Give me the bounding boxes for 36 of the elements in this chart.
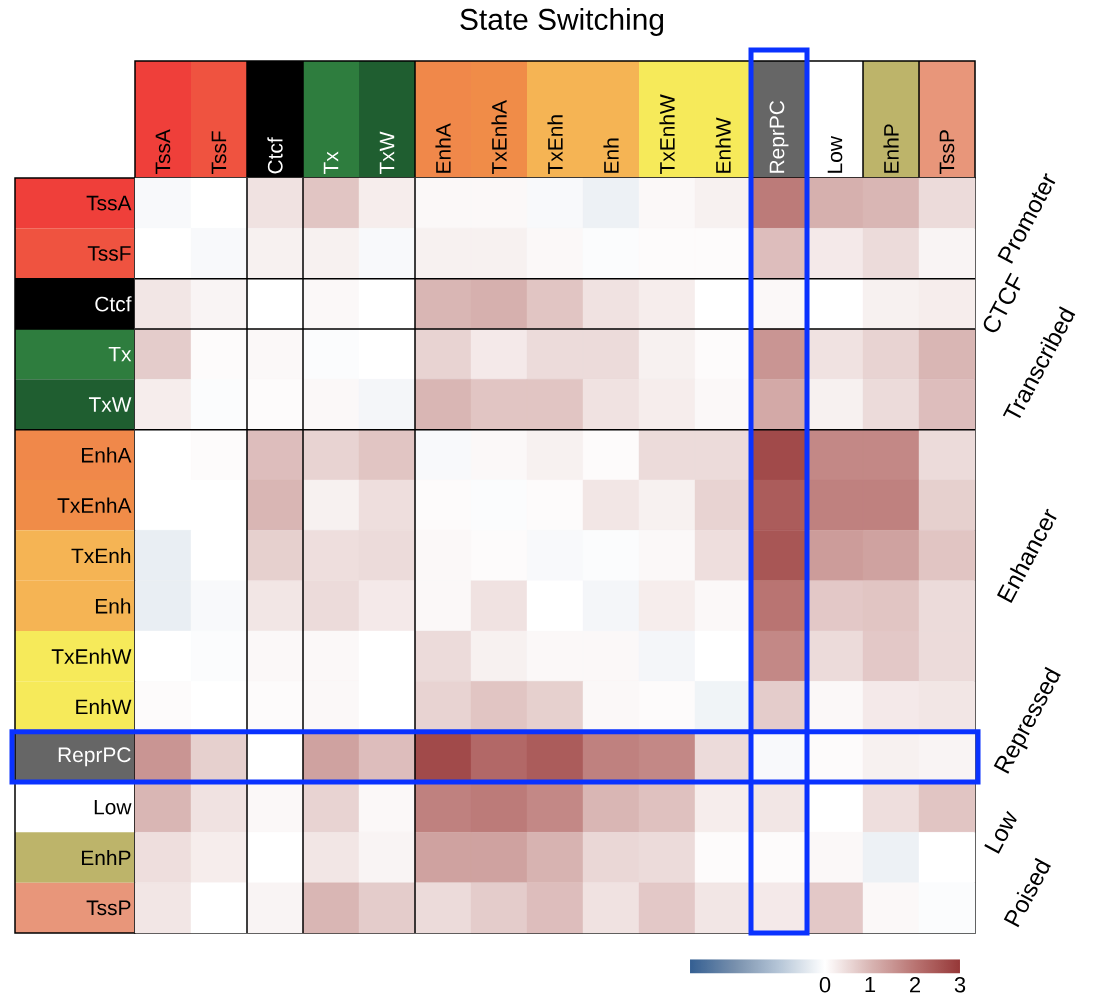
y-tick-label: Tx	[108, 346, 132, 362]
x-tick-label: TxEnhA	[491, 100, 507, 175]
y-tick-label: TxEnhA	[57, 497, 132, 513]
y-tick-label: EnhA	[82, 447, 132, 463]
color-bar-label: 0	[819, 977, 831, 993]
x-tick-label: TxEnhW	[659, 94, 675, 175]
y-tick-label: Enh	[95, 598, 131, 614]
color-bar-label: 1	[865, 977, 876, 993]
y-tick-label: TssF	[87, 246, 131, 261]
chart-title: State Switching	[460, 8, 664, 36]
y-tick-label: Ctcf	[95, 296, 132, 312]
text: Low	[984, 810, 1017, 854]
y-tick-label: TssA	[86, 195, 132, 211]
x-tick-label: TssP	[939, 130, 955, 175]
y-tick-label: TxW	[88, 397, 132, 412]
y-tick-label: TssP	[86, 900, 131, 916]
x-tick-label: TssA	[155, 129, 171, 175]
x-tick-label: EnhP	[883, 124, 899, 173]
x-tick-label: Enh	[603, 138, 619, 173]
color-bar-label: 3	[954, 977, 966, 993]
y-tick-label: EnhW	[76, 698, 132, 715]
y-tick-label: EnhP	[82, 849, 131, 866]
x-tick-label: EnhW	[715, 117, 731, 173]
x-tick-label: ReprPC	[769, 100, 789, 173]
y-tick-label: Low	[94, 799, 132, 815]
x-tick-label: Tx	[323, 151, 339, 175]
x-tick-label: EnhA	[435, 123, 451, 173]
y-tick-label: TxEnh	[71, 547, 131, 564]
x-tick-label: Low	[827, 136, 843, 173]
x-tick-label: TxW	[379, 131, 395, 175]
y-tick-label: TxEnhW	[51, 648, 132, 664]
x-tick-label: Ctcf	[267, 137, 283, 174]
color-bar-label: 2	[910, 977, 921, 993]
x-tick-label: TxEnh	[547, 115, 563, 175]
x-tick-label: TssF	[211, 131, 227, 175]
y-tick-label: ReprPC	[58, 747, 131, 767]
